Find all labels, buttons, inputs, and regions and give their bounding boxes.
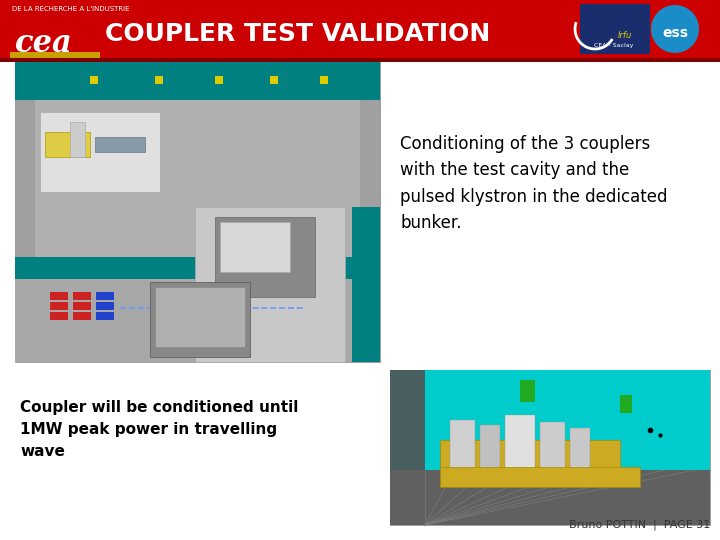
Bar	[155, 287, 245, 347]
Bar	[95, 137, 145, 152]
Bar	[570, 428, 590, 470]
Bar	[220, 222, 290, 272]
Bar	[73, 312, 91, 320]
Bar	[35, 100, 360, 260]
Bar	[450, 420, 475, 470]
Bar	[45, 132, 90, 157]
Bar	[15, 279, 380, 362]
Bar	[320, 76, 328, 84]
Bar	[390, 370, 425, 525]
Text: Bruno POTTIN  |  PAGE 31: Bruno POTTIN | PAGE 31	[569, 519, 710, 530]
Bar	[270, 76, 278, 84]
Bar	[520, 380, 535, 402]
Bar	[155, 76, 163, 84]
Bar	[96, 302, 114, 310]
Bar	[440, 440, 620, 470]
Bar	[15, 62, 380, 362]
Bar	[540, 422, 565, 470]
Bar	[195, 207, 345, 362]
Bar	[50, 312, 68, 320]
Bar	[150, 282, 250, 357]
Bar	[620, 395, 632, 413]
Bar	[96, 292, 114, 300]
Text: cea: cea	[15, 29, 73, 59]
Bar	[425, 370, 710, 470]
Bar	[390, 370, 710, 525]
Bar	[40, 112, 160, 192]
Bar	[440, 467, 640, 487]
Bar	[215, 217, 315, 297]
Text: ess: ess	[662, 26, 688, 40]
Bar	[480, 425, 500, 470]
Bar	[0, 58, 720, 62]
Text: Conditioning of the 3 couplers
with the test cavity and the
pulsed klystron in t: Conditioning of the 3 couplers with the …	[400, 135, 667, 232]
Bar	[50, 292, 68, 300]
Text: DE LA RECHERCHE A L'INDUSTRIE: DE LA RECHERCHE A L'INDUSTRIE	[12, 6, 130, 12]
Bar	[73, 302, 91, 310]
Bar	[215, 76, 223, 84]
Bar	[96, 312, 114, 320]
Text: CEA - Saclay: CEA - Saclay	[594, 43, 634, 48]
Ellipse shape	[651, 5, 699, 53]
Text: COUPLER TEST VALIDATION: COUPLER TEST VALIDATION	[105, 22, 490, 46]
Text: Irfu: Irfu	[618, 30, 632, 39]
Text: Coupler will be conditioned until
1MW peak power in travelling
wave: Coupler will be conditioned until 1MW pe…	[20, 400, 298, 460]
Bar	[70, 122, 85, 157]
Bar	[580, 4, 650, 54]
Bar	[73, 292, 91, 300]
Bar	[15, 257, 380, 279]
Bar	[390, 470, 710, 525]
Bar	[10, 52, 100, 58]
Bar	[50, 302, 68, 310]
Bar	[0, 0, 720, 58]
Bar	[352, 207, 380, 362]
Bar	[505, 415, 535, 470]
Bar	[15, 62, 380, 100]
Bar	[90, 76, 98, 84]
